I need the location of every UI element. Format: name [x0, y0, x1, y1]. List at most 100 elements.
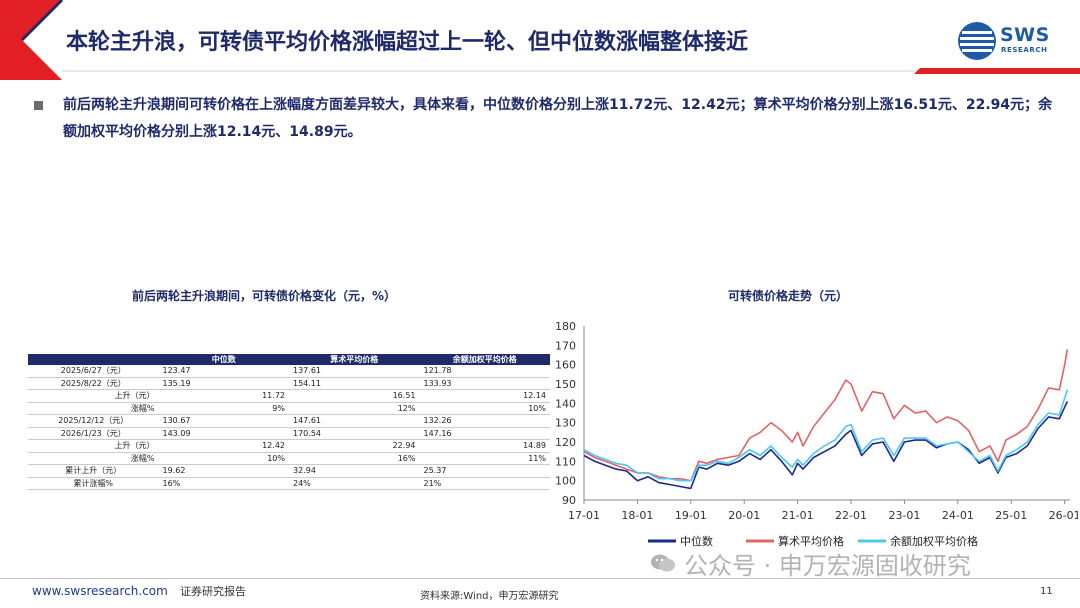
- row-label: 2025/6/27（元）: [28, 365, 159, 378]
- footer-source: 资料来源:Wind，申万宏源研究: [420, 591, 559, 602]
- table-cell: 16.51: [289, 389, 420, 403]
- footer-label: 证券研究报告: [180, 585, 246, 598]
- table-cell: 135.19: [158, 377, 289, 390]
- legend-label: 算术平均价格: [778, 534, 844, 548]
- y-tick-label: 150: [555, 378, 576, 391]
- table-cell: 16%: [158, 477, 289, 490]
- table-row: 涨幅% 10% 16% 11%: [28, 452, 550, 465]
- row-label: 上升（元）: [28, 389, 159, 403]
- y-tick-label: 130: [555, 417, 576, 430]
- y-tick-label: 90: [562, 494, 576, 507]
- row-label: 涨幅%: [28, 452, 159, 465]
- legend-label: 中位数: [680, 534, 713, 548]
- table-row: 上升（元） 11.72 16.51 12.14: [28, 389, 550, 403]
- series-line-2: [583, 389, 1069, 482]
- table-cell: 133.93: [419, 377, 550, 390]
- table-cell: 121.78: [419, 365, 550, 378]
- y-tick-label: 120: [555, 436, 576, 449]
- table-cell: 32.94: [289, 464, 420, 478]
- x-tick-label: 19-01: [675, 509, 707, 522]
- table-header-cell: 中位数: [158, 354, 289, 365]
- table-cell: 25.37: [419, 464, 550, 478]
- table-cell: 137.61: [289, 365, 420, 378]
- table-row: 2025/12/12（元） 130.67 147.61 132.26: [28, 414, 550, 428]
- table-cell: 22.94: [289, 439, 420, 453]
- x-tick-label: 17-01: [568, 509, 600, 522]
- row-label: 上升（元）: [28, 439, 159, 453]
- x-tick-label: 21-01: [782, 509, 814, 522]
- y-tick-label: 180: [555, 320, 576, 333]
- legend-item: 中位数: [648, 534, 713, 548]
- x-tick-label: 25-01: [995, 509, 1027, 522]
- y-tick-label: 160: [555, 359, 576, 372]
- page-number: 11: [1040, 586, 1053, 597]
- bullet-square-icon: [34, 101, 43, 110]
- price-change-table: 中位数 算术平均价格 余额加权平均价格 2025/6/27（元） 123.47 137.…: [28, 354, 550, 490]
- row-label: 2025/12/12（元）: [28, 414, 159, 428]
- x-tick-label: 26-01: [1049, 509, 1078, 522]
- table-row: 上升（元） 12.42 22.94 14.89: [28, 439, 550, 453]
- table-cell: 19.62: [158, 464, 289, 478]
- x-tick-label: 18-01: [621, 509, 653, 522]
- x-tick-label: 22-01: [835, 509, 867, 522]
- footer-url-link[interactable]: www.swsresearch.com: [32, 584, 168, 598]
- table-header-cell: [28, 354, 159, 365]
- table-header-row: 中位数 算术平均价格 余额加权平均价格: [28, 354, 550, 365]
- table-cell: 12.42: [158, 439, 289, 453]
- table-cell: 154.11: [289, 377, 420, 390]
- wechat-icon: [651, 554, 675, 572]
- row-label: 2026/1/23（元）: [28, 427, 159, 440]
- table-cell: 143.09: [158, 427, 289, 440]
- header-banner: [0, 0, 1080, 80]
- table-cell: 21%: [419, 477, 550, 490]
- row-label: 2025/8/22（元）: [28, 377, 159, 390]
- table-cell: 11.72: [158, 389, 289, 403]
- row-label: 累计涨幅%: [28, 477, 159, 490]
- row-label: 累计上升（元）: [28, 464, 159, 478]
- table-cell: 16%: [289, 452, 420, 465]
- table-row: 2025/8/22（元） 135.19 154.11 133.93: [28, 377, 550, 390]
- logo-subtext: RESEARCH: [1001, 46, 1048, 54]
- table-cell: 9%: [158, 402, 289, 415]
- table-cell: 12.14: [419, 389, 550, 403]
- table-cell: 147.16: [419, 427, 550, 440]
- series-line-0: [583, 401, 1069, 490]
- legend-item: 余额加权平均价格: [858, 534, 978, 548]
- chart-subtitle: 可转债价格走势（元）: [728, 289, 849, 303]
- series-line-1: [583, 349, 1069, 482]
- table-cell: 123.47: [158, 365, 289, 378]
- table-cell: 10%: [419, 402, 550, 415]
- bullet-text: 前后两轮主升浪期间可转价格在上涨幅度方面差异较大，具体来看，中位数价格分别上涨1…: [63, 97, 1053, 140]
- logo-text: SWS: [1000, 24, 1050, 46]
- table-cell: 14.89: [419, 439, 550, 453]
- row-label: 涨幅%: [28, 402, 159, 415]
- price-trend-chart: 90 100 110 120 130 140 150 160 170 180 17-01 18-01 1…: [555, 320, 1078, 548]
- table-row: 累计涨幅% 16% 24% 21%: [28, 477, 550, 490]
- table-subtitle: 前后两轮主升浪期间，可转债价格变化（元，%）: [132, 289, 397, 303]
- legend-label: 余额加权平均价格: [890, 534, 978, 548]
- table-cell: 147.61: [289, 414, 420, 428]
- page-title: 本轮主升浪，可转债平均价格涨幅超过上一轮、但中位数涨幅整体接近: [66, 30, 749, 55]
- sws-logo-icon: [958, 22, 996, 60]
- table-row: 涨幅% 9% 12% 10%: [28, 402, 550, 415]
- y-tick-label: 140: [555, 397, 576, 410]
- x-tick-label: 23-01: [888, 509, 920, 522]
- table-header-cell: 算术平均价格: [289, 354, 420, 365]
- table-row: 2026/1/23（元） 143.09 170.54 147.16: [28, 427, 550, 440]
- table-cell: 10%: [158, 452, 289, 465]
- table-cell: 11%: [419, 452, 550, 465]
- footer-divider: [0, 578, 1080, 579]
- table-header-cell: 余额加权平均价格: [419, 354, 550, 365]
- x-tick-label: 24-01: [942, 509, 974, 522]
- watermark-text: 公众号 · 申万宏源固收研究: [684, 552, 971, 580]
- table-cell: 130.67: [158, 414, 289, 428]
- table-row: 2025/6/27（元） 123.47 137.61 121.78: [28, 365, 550, 378]
- table-row: 累计上升（元） 19.62 32.94 25.37: [28, 464, 550, 478]
- x-tick-label: 20-01: [728, 509, 760, 522]
- y-tick-label: 100: [555, 475, 576, 488]
- table-cell: 170.54: [289, 427, 420, 440]
- table-cell: 132.26: [419, 414, 550, 428]
- y-tick-label: 170: [555, 339, 576, 352]
- legend-item: 算术平均价格: [746, 534, 844, 548]
- table-cell: 24%: [289, 477, 420, 490]
